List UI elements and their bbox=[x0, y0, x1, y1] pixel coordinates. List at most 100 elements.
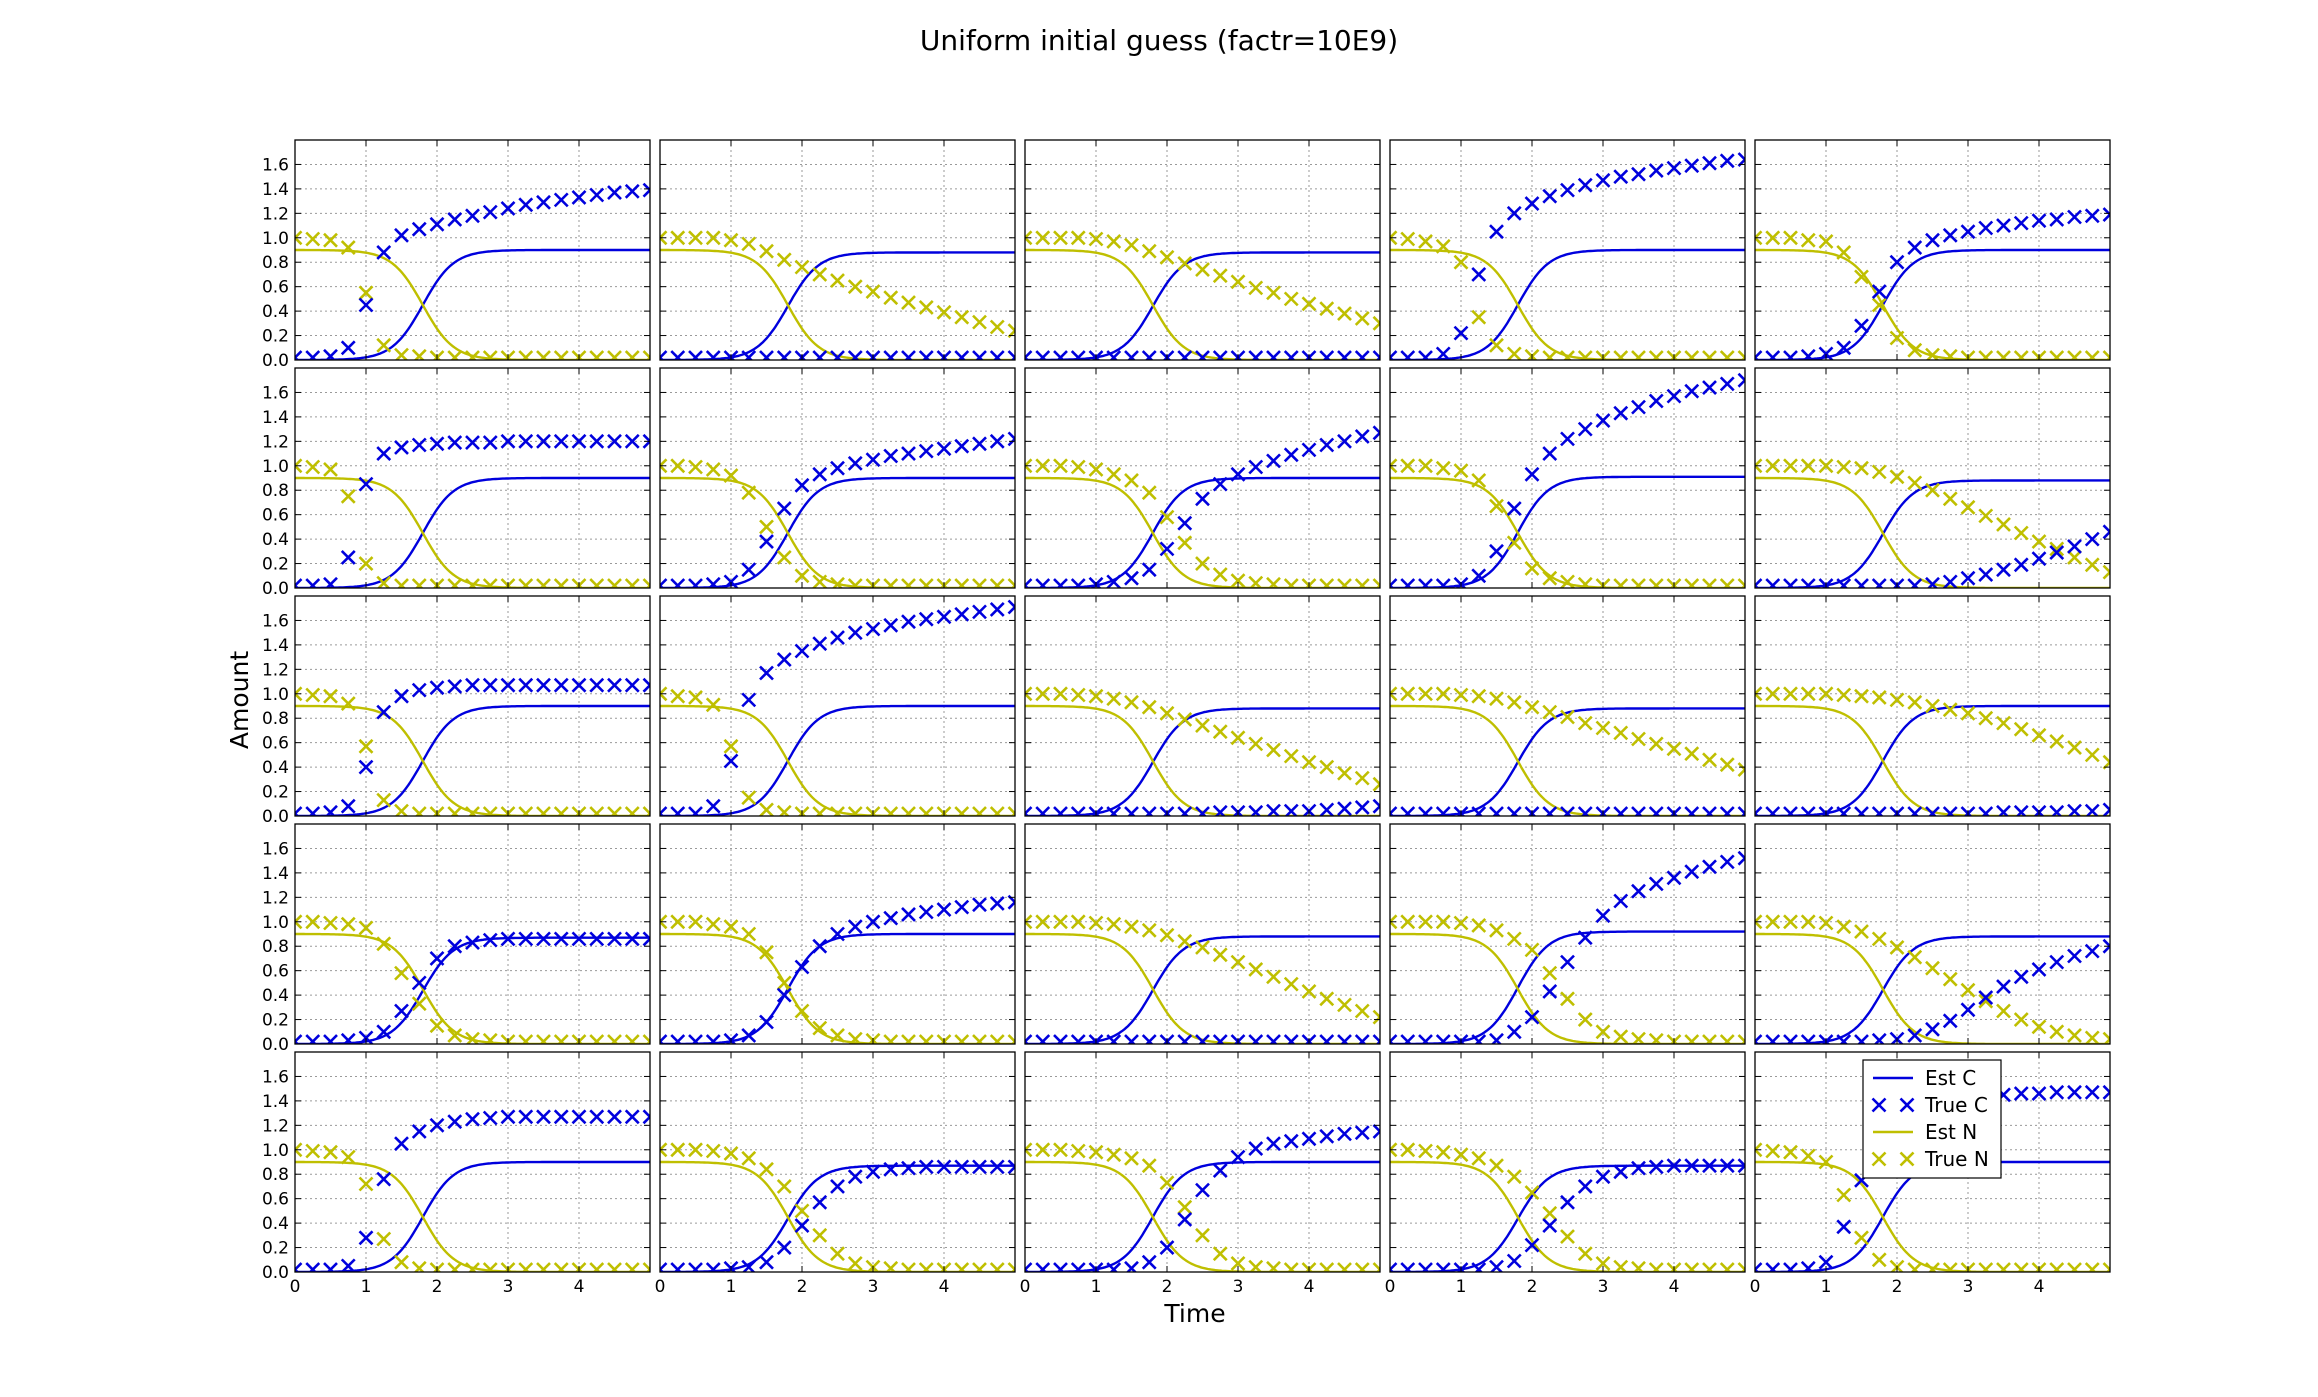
x-tick-label: 3 bbox=[503, 1277, 514, 1297]
true-c-marker bbox=[1106, 350, 1122, 360]
true-c-marker bbox=[1684, 864, 1700, 880]
true-c-marker bbox=[1836, 1219, 1852, 1235]
true-n-marker bbox=[553, 350, 569, 360]
true-n-marker bbox=[624, 350, 640, 360]
true-c-marker bbox=[1070, 806, 1086, 816]
subplot-16: 0.0 0.2 0.4 0.6 0.8 1.0 1.2 1.4 1.6 bbox=[262, 823, 651, 1055]
true-n-marker bbox=[482, 1032, 498, 1044]
true-n-marker bbox=[376, 792, 392, 808]
true-c-marker bbox=[624, 931, 640, 947]
true-n-marker bbox=[1177, 256, 1193, 271]
true-c-marker bbox=[1577, 930, 1593, 946]
true-c-marker bbox=[1141, 1034, 1157, 1044]
true-c-marker bbox=[883, 1161, 899, 1177]
true-n-marker bbox=[705, 916, 721, 932]
true-c-marker bbox=[482, 1110, 498, 1126]
plot-area bbox=[1025, 140, 1380, 360]
true-n-marker bbox=[812, 574, 828, 588]
true-c-marker bbox=[918, 1159, 934, 1175]
true-c-marker bbox=[1577, 421, 1593, 437]
y-tick-label: 0.6 bbox=[262, 734, 289, 754]
true-n-marker bbox=[812, 1227, 828, 1243]
y-tick-label: 0.6 bbox=[262, 506, 289, 526]
y-tick-label: 1.4 bbox=[262, 636, 289, 656]
true-n-marker bbox=[723, 232, 739, 248]
true-c-marker bbox=[500, 931, 516, 947]
subplot-25: 0 1 2 3 4 Est C True C Est N True N bbox=[1750, 1051, 2111, 1297]
true-c-marker bbox=[1666, 388, 1682, 404]
true-c-marker bbox=[1159, 1240, 1175, 1255]
true-n-marker bbox=[1854, 460, 1869, 476]
true-n-marker bbox=[741, 485, 757, 501]
true-n-marker bbox=[1070, 914, 1086, 930]
true-n-marker bbox=[918, 300, 934, 315]
true-n-marker bbox=[660, 1142, 668, 1158]
y-tick-label: 1.4 bbox=[262, 864, 289, 884]
true-n-marker bbox=[1737, 762, 1745, 777]
true-n-marker bbox=[1978, 993, 1994, 1009]
true-n-marker bbox=[1212, 1246, 1228, 1262]
true-n-marker bbox=[1925, 698, 1940, 714]
true-c-marker bbox=[1960, 1002, 1976, 1018]
axes-frame bbox=[294, 367, 651, 589]
true-c-marker bbox=[1354, 1125, 1370, 1141]
true-n-marker bbox=[536, 350, 551, 360]
true-c-marker bbox=[1212, 1034, 1228, 1044]
true-n-marker bbox=[1177, 1199, 1193, 1215]
true-c-marker bbox=[500, 677, 516, 693]
true-c-marker bbox=[358, 476, 374, 492]
true-c-marker bbox=[2102, 1084, 2110, 1100]
true-c-marker bbox=[1996, 979, 2011, 994]
true-c-marker bbox=[1337, 1126, 1352, 1142]
true-c-marker bbox=[1106, 1262, 1122, 1272]
true-n-marker bbox=[705, 230, 721, 246]
true-n-marker bbox=[1354, 311, 1370, 326]
true-c-marker bbox=[2049, 212, 2065, 227]
chart-title: Uniform initial guess (factr=10E9) bbox=[920, 24, 1398, 57]
true-c-marker bbox=[624, 1109, 640, 1125]
true-c-marker bbox=[1025, 578, 1033, 588]
true-n-marker bbox=[1737, 1034, 1745, 1044]
true-n-marker bbox=[1942, 702, 1958, 718]
true-n-marker bbox=[776, 975, 792, 991]
true-c-marker bbox=[759, 534, 774, 549]
true-n-marker bbox=[518, 1262, 534, 1272]
true-n-marker bbox=[1390, 458, 1398, 474]
true-n-marker bbox=[1560, 350, 1575, 360]
true-n-marker bbox=[1489, 922, 1504, 938]
true-n-marker bbox=[1737, 350, 1745, 360]
true-c-marker bbox=[1871, 806, 1887, 816]
y-tick-label: 0.4 bbox=[262, 986, 289, 1006]
true-c-marker bbox=[1106, 1034, 1122, 1044]
true-n-marker bbox=[411, 578, 427, 588]
legend-item: True C bbox=[1871, 1093, 1988, 1117]
true-n-marker bbox=[1836, 1187, 1852, 1203]
true-c-marker bbox=[1372, 350, 1380, 360]
true-n-marker bbox=[830, 806, 845, 816]
axes-frame bbox=[1389, 139, 1746, 361]
true-c-marker bbox=[660, 806, 668, 816]
est-c-line bbox=[295, 704, 650, 816]
true-c-marker bbox=[642, 931, 650, 947]
true-c-marker bbox=[2102, 524, 2110, 540]
true-c-marker bbox=[1836, 340, 1852, 356]
true-c-marker bbox=[759, 1254, 774, 1270]
true-c-marker bbox=[295, 1034, 303, 1044]
true-c-marker bbox=[1818, 346, 1834, 360]
true-c-marker bbox=[723, 753, 739, 769]
true-n-marker bbox=[447, 578, 463, 588]
true-c-marker bbox=[1836, 1034, 1852, 1044]
true-c-marker bbox=[323, 576, 338, 588]
axes-frame bbox=[1389, 1051, 1746, 1273]
true-n-marker bbox=[989, 578, 1005, 588]
true-c-marker bbox=[1283, 447, 1299, 463]
true-c-marker bbox=[1390, 1262, 1398, 1272]
y-tick-label: 1.4 bbox=[262, 408, 289, 428]
true-c-marker bbox=[1390, 578, 1398, 588]
true-c-marker bbox=[688, 578, 703, 588]
true-n-marker bbox=[1818, 458, 1834, 474]
true-c-marker bbox=[1666, 160, 1682, 176]
grid bbox=[1025, 824, 1380, 1044]
x-tick-label: 4 bbox=[1669, 1277, 1680, 1297]
true-n-marker bbox=[1372, 1262, 1380, 1272]
